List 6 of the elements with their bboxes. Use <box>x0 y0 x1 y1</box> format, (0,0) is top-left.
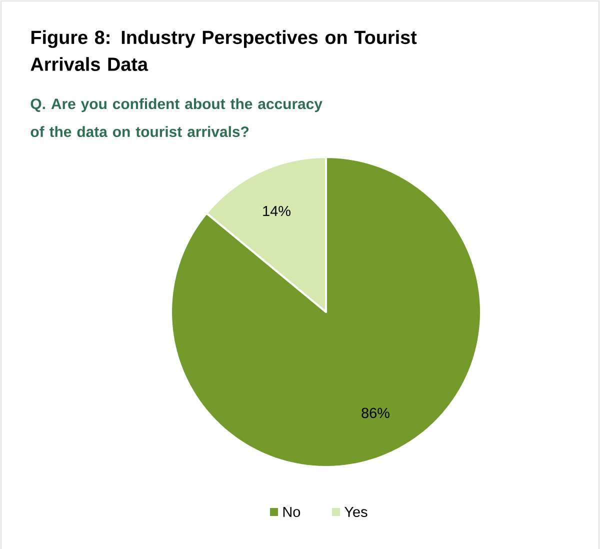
data-label: 86% <box>362 408 390 418</box>
legend-label: No <box>283 506 300 518</box>
data-label: 14% <box>263 206 290 216</box>
chart-title: Figure 8: Industry Perspectives on Tourist Arrivals Data <box>30 30 417 71</box>
legend-label: Yes <box>344 506 368 518</box>
chart-subtitle: Q. Are you confident about the accuracy of the data on tourist arrivals? <box>30 98 322 138</box>
